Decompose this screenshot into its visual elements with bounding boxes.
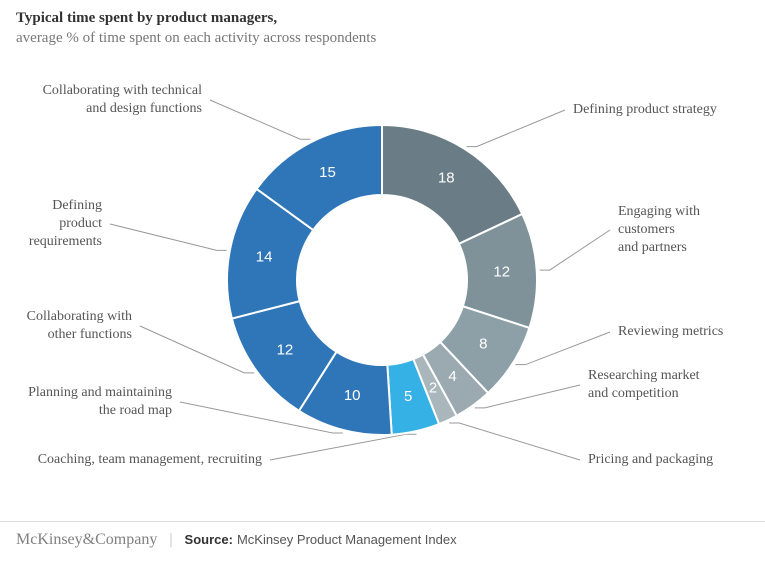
source-label: Source: xyxy=(185,532,233,547)
slice-label-text: Reviewing metrics xyxy=(618,324,723,339)
leader-line xyxy=(110,224,227,250)
slice-label-text: Definingproductrequirements xyxy=(29,198,102,249)
leader-line xyxy=(449,423,580,460)
source-text: McKinsey Product Management Index xyxy=(237,532,457,547)
slice-value: 2 xyxy=(429,380,437,397)
leader-line xyxy=(540,230,610,270)
leader-line xyxy=(270,434,416,460)
slice-label-text: Collaborating with technicaland design f… xyxy=(43,83,203,116)
slice-value: 18 xyxy=(438,170,455,187)
slice-value: 15 xyxy=(319,164,336,181)
slice-value: 10 xyxy=(344,387,361,404)
slice-label-text: Engaging withcustomersand partners xyxy=(618,204,700,255)
slice-value: 12 xyxy=(493,263,510,280)
slice-value: 12 xyxy=(277,342,294,359)
brand-logo: McKinsey&Company xyxy=(16,531,157,549)
donut-chart: 18 Defining product strategy 12 Engaging wi… xyxy=(0,0,765,557)
footer-separator: | xyxy=(169,531,172,549)
slice-value: 14 xyxy=(256,248,273,265)
slice-value: 5 xyxy=(404,388,412,405)
slice-label-text: Pricing and packaging xyxy=(588,452,713,467)
slice-label-text: Planning and maintainingthe road map xyxy=(28,385,172,418)
slice-label-text: Defining product strategy xyxy=(573,102,717,117)
leader-line xyxy=(467,110,565,147)
slice-value: 4 xyxy=(448,368,456,385)
footer: McKinsey&Company | Source: McKinsey Prod… xyxy=(0,521,765,557)
leader-line xyxy=(210,100,310,139)
leader-line xyxy=(515,332,610,365)
slice-label-text: Researching marketand competition xyxy=(588,368,700,401)
slice-label-text: Coaching, team management, recruiting xyxy=(38,452,262,467)
slice-value: 8 xyxy=(479,335,487,352)
slice-label-text: Collaborating withother functions xyxy=(27,309,132,342)
